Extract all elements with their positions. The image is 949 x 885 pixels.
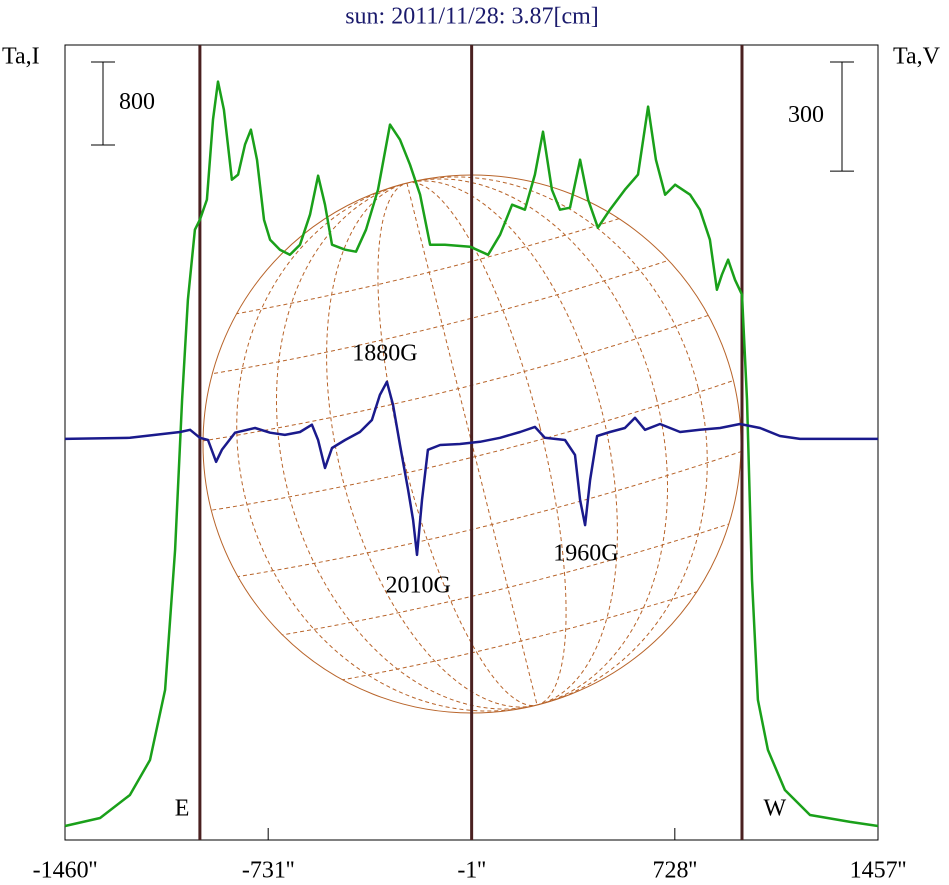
annotation: W	[764, 795, 787, 821]
scale-bar-label: 300	[788, 102, 824, 128]
annotation: E	[175, 795, 190, 821]
y2-axis-label: Ta,V	[893, 44, 941, 70]
x-tick-label: -1460''	[33, 858, 98, 884]
chart-title: sun: 2011/11/28: 3.87[cm]	[345, 4, 599, 30]
series-line	[64, 380, 878, 557]
annotation: 1960G	[553, 540, 618, 566]
y-axis-label: Ta,I	[2, 44, 40, 70]
annotation: 1880G	[352, 340, 417, 366]
series-line	[64, 80, 879, 828]
x-tick-label: -1''	[457, 858, 486, 884]
annotation: 2010G	[385, 572, 450, 598]
scale-bar-label: 800	[119, 89, 155, 115]
x-tick-label: 1457''	[850, 858, 907, 884]
x-tick-label: 728''	[652, 858, 697, 884]
x-tick-label: -731''	[242, 858, 295, 884]
